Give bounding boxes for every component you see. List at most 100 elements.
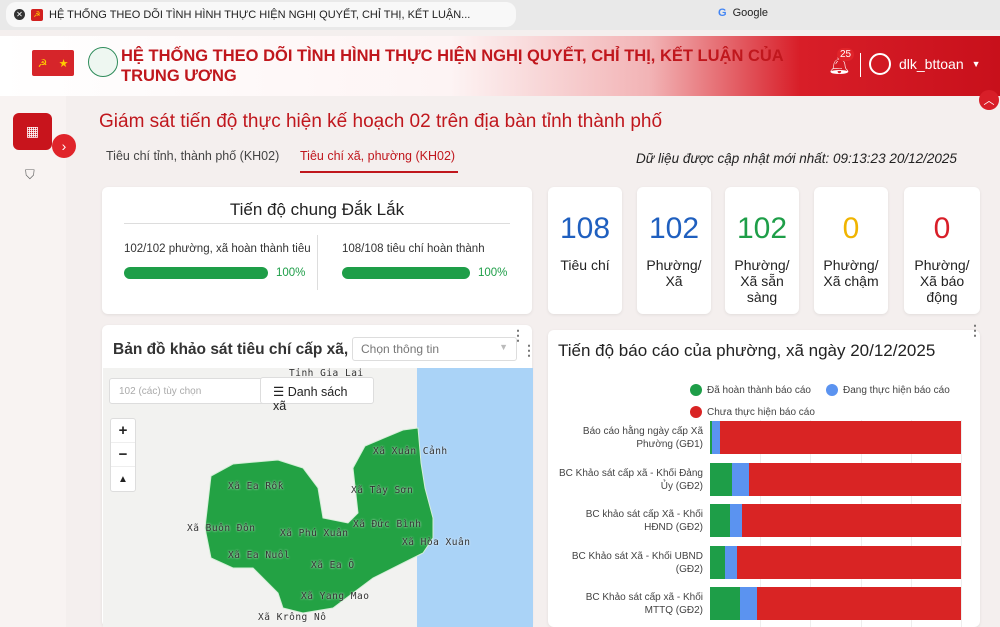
caret-down-icon: ▼ xyxy=(499,342,508,352)
page-title: Giám sát tiến độ thực hiện kế hoạch 02 t… xyxy=(99,111,663,132)
close-tab-icon[interactable]: ✕ xyxy=(14,9,25,20)
last-updated: Dữ liệu được cập nhật mới nhất: 09:13:23… xyxy=(636,151,957,166)
zoom-in-button[interactable]: + xyxy=(111,419,135,443)
expand-sidebar-button[interactable]: › xyxy=(52,134,76,158)
stat-value: 108 xyxy=(559,212,611,245)
bar-segment[interactable] xyxy=(749,463,961,496)
divider xyxy=(860,53,861,77)
caret-down-icon: ▼ xyxy=(971,59,981,69)
bar-segment[interactable] xyxy=(739,587,757,620)
stat-label: Phường/ Xã xyxy=(646,257,702,289)
legend-label: Đã hoàn thành báo cáo xyxy=(707,384,811,396)
legend-item[interactable]: Đã hoàn thành báo cáo xyxy=(690,384,811,396)
progress-percent: 100% xyxy=(276,267,306,279)
stat-card[interactable]: 102 Phường/ Xã sẵn sàng xyxy=(725,187,799,314)
stat-label: Phường/ Xã báo động xyxy=(914,257,970,305)
progress-label: 108/108 tiêu chí hoàn thành xyxy=(342,243,485,255)
commune-list-button[interactable]: ☰ Danh sách xã xyxy=(260,377,374,413)
more-icon[interactable]: ⋮ xyxy=(511,327,525,343)
commune-filter-input[interactable]: 102 (các) tùy chọn xyxy=(109,378,269,404)
bar-segment[interactable] xyxy=(729,504,742,537)
stat-label: Phường/ Xã sẵn sàng xyxy=(734,257,790,305)
sidebar-item-dashboard[interactable]: ▦ xyxy=(13,113,52,150)
map-zoom-controls: + − ▲ xyxy=(110,418,136,492)
user-avatar-icon xyxy=(869,53,891,75)
app-title: HỆ THỐNG THEO DÕI TÌNH HÌNH THỰC HIỆN NG… xyxy=(121,47,784,85)
info-select[interactable]: Chọn thông tin ▼ xyxy=(352,337,517,361)
bar-segment[interactable] xyxy=(724,546,738,579)
bar-segment[interactable] xyxy=(710,504,730,537)
list-icon: ☰ xyxy=(273,385,288,399)
tab-province[interactable]: Tiêu chí tỉnh, thành phố (KH02) xyxy=(106,149,280,163)
username: dlk_bttoan xyxy=(899,56,964,72)
map[interactable]: Tỉnh Gia Lai Xã Xuân Cảnh Xã Ea Rốk Xã T… xyxy=(103,368,533,627)
browser-tab-google[interactable]: G Google xyxy=(718,7,768,19)
bar-segment[interactable] xyxy=(712,421,720,454)
legend-swatch xyxy=(690,384,702,396)
bar-segment[interactable] xyxy=(741,504,961,537)
legend-label: Chưa thực hiện báo cáo xyxy=(707,406,815,418)
select-placeholder: Chọn thông tin xyxy=(361,342,440,356)
chevron-up-icon[interactable]: ︿ xyxy=(979,90,999,110)
stat-card[interactable]: 102 Phường/ Xã xyxy=(637,187,711,314)
category-label: Báo cáo hằng ngày cấp Xã Phường (GĐ1) xyxy=(582,426,703,450)
app-header xyxy=(0,36,1000,96)
progress-bar xyxy=(124,267,268,279)
map-label: Xã Tây Sơn xyxy=(351,485,414,496)
bar-segment[interactable] xyxy=(737,546,961,579)
sea-area xyxy=(417,368,533,627)
map-label: Xã Ea Nuôl xyxy=(228,550,291,561)
legend-label: Đang thực hiện báo cáo xyxy=(843,384,950,396)
browser-tabbar: ✕ ☭ HỆ THỐNG THEO DÕI TÌNH HÌNH THỰC HIỆN … xyxy=(0,0,1000,30)
button-label: Danh sách xã xyxy=(273,385,348,413)
tab-commune[interactable]: Tiêu chí xã, phường (KH02) xyxy=(300,149,458,173)
category-label: BC Khảo sát Xã - Khối UBND (GĐ2) xyxy=(571,551,703,575)
bar-segment[interactable] xyxy=(710,546,725,579)
category-label: BC Khảo sát cấp xã - Khối Đảng Ủy (GĐ2) xyxy=(559,468,703,492)
stat-card[interactable]: 108 Tiêu chí xyxy=(548,187,622,314)
progress-title: Tiến độ chung Đắk Lắk xyxy=(229,200,405,219)
map-label: Xã Phú Xuân xyxy=(280,528,349,539)
overall-progress-card: Tiến độ chung Đắk Lắk 102/102 phường, xã… xyxy=(102,187,532,314)
gridline xyxy=(961,420,962,627)
stat-label: Tiêu chí xyxy=(560,257,610,273)
bar-segment[interactable] xyxy=(710,463,733,496)
bar-segment[interactable] xyxy=(756,587,961,620)
favicon-icon: ☭ xyxy=(31,8,43,21)
map-label: Xã Buôn Đôn xyxy=(187,523,256,534)
emblem-logo-icon xyxy=(88,47,118,77)
stat-value: 0 xyxy=(842,212,860,245)
shield-icon[interactable]: ⛉ xyxy=(25,167,35,182)
progress-bar xyxy=(342,267,470,279)
compass-icon[interactable]: ▲ xyxy=(118,473,128,485)
stat-card[interactable]: 0 Phường/ Xã báo động xyxy=(904,187,980,314)
more-icon[interactable]: ⋮ xyxy=(968,322,982,338)
user-menu[interactable]: dlk_bttoan ▼ xyxy=(869,53,981,75)
sidebar xyxy=(0,96,66,627)
progress-percent: 100% xyxy=(478,267,508,279)
map-label: Tỉnh Gia Lai xyxy=(289,368,364,379)
stat-value: 0 xyxy=(933,212,951,245)
google-icon: G xyxy=(718,7,727,19)
map-label: Xã Yang Mao xyxy=(301,591,370,602)
bar-segment[interactable] xyxy=(732,463,750,496)
bar-segment[interactable] xyxy=(710,587,740,620)
bar-segment[interactable] xyxy=(710,421,713,454)
map-label: Xã Hòa Xuân xyxy=(402,537,471,548)
map-label: Xã Đức Bình xyxy=(353,519,422,530)
stat-card[interactable]: 0 Phường/ Xã chậm xyxy=(814,187,888,314)
province-shape xyxy=(204,427,434,614)
bar-segment[interactable] xyxy=(719,421,961,454)
legend-item[interactable]: Chưa thực hiện báo cáo xyxy=(690,406,815,418)
chart-title: Tiến độ báo cáo của phường, xã ngày 20/1… xyxy=(558,341,936,360)
notification-badge: 25 xyxy=(837,48,855,61)
stat-value: 102 xyxy=(736,212,788,245)
legend-item[interactable]: Đang thực hiện báo cáo xyxy=(826,384,950,396)
map-title: Bản đồ khảo sát tiêu chí cấp xã, xyxy=(113,341,349,358)
map-label: Xã Krông Nô xyxy=(258,612,327,623)
tab-title: HỆ THỐNG THEO DÕI TÌNH HÌNH THỰC HIỆN NG… xyxy=(49,8,471,21)
more-icon[interactable]: ⋮ xyxy=(522,342,536,358)
legend-swatch xyxy=(826,384,838,396)
zoom-out-button[interactable]: − xyxy=(111,443,135,467)
browser-tab-active[interactable]: ✕ ☭ HỆ THỐNG THEO DÕI TÌNH HÌNH THỰC HIỆN … xyxy=(6,2,516,27)
